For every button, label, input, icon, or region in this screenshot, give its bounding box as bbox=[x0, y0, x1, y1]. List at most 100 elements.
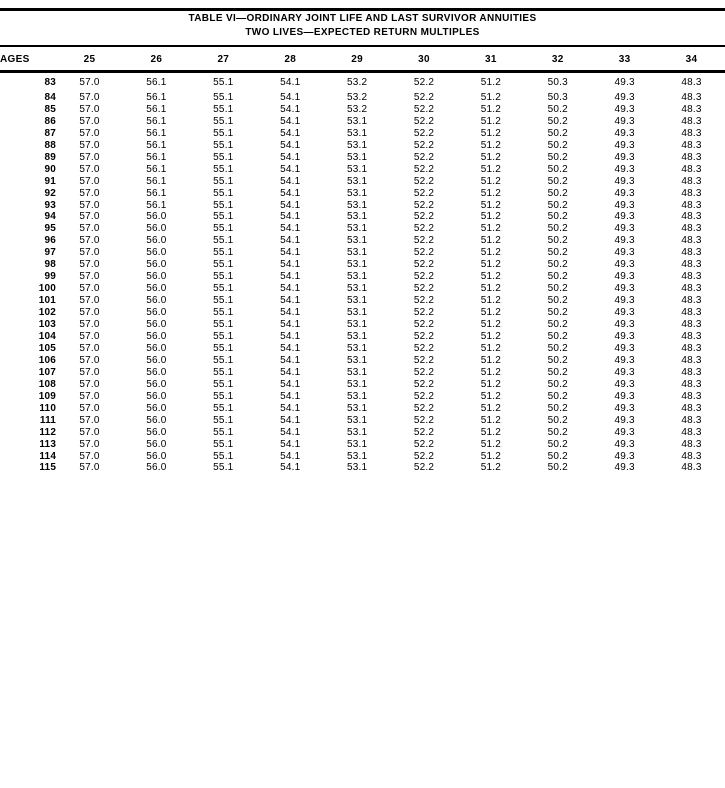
multiple-cell: 55.1 bbox=[213, 175, 234, 187]
multiple-cell: 51.2 bbox=[480, 283, 501, 295]
multiple-cell: 52.2 bbox=[413, 450, 435, 462]
multiple-cell: 57.0 bbox=[79, 127, 100, 139]
multiple-cell: 49.3 bbox=[614, 223, 635, 235]
multiple-cell: 48.3 bbox=[681, 115, 702, 127]
multiple-cell: 55.1 bbox=[213, 271, 234, 283]
multiple-cell: 51.2 bbox=[480, 354, 501, 366]
row-header-age: 84 bbox=[44, 91, 57, 103]
row-header-age: 94 bbox=[44, 211, 57, 223]
multiple-cell: 49.3 bbox=[614, 354, 635, 366]
multiple-cell: 54.1 bbox=[280, 450, 301, 462]
multiple-cell: 48.3 bbox=[681, 211, 702, 223]
multiple-cell: 56.1 bbox=[146, 103, 167, 115]
multiple-cell: 49.3 bbox=[614, 438, 635, 450]
multiple-cell: 48.3 bbox=[681, 366, 702, 378]
multiple-cell: 55.1 bbox=[213, 283, 234, 295]
table-row: 115 57.0 56.0 55.1 54.1 53.1 52.2 51.2 50.2 49.3 4… bbox=[0, 462, 725, 474]
multiple-cell: 49.3 bbox=[614, 127, 635, 139]
table-row: 90 57.0 56.1 55.1 54.1 53.1 52.2 51.2 50.2 49.3 48… bbox=[0, 164, 725, 176]
column-header-34: 34 bbox=[685, 54, 698, 65]
multiple-cell: 55.1 bbox=[213, 77, 234, 89]
multiple-cell: 53.1 bbox=[346, 223, 368, 235]
multiple-cell: 48.3 bbox=[681, 91, 702, 103]
table-row: 94 57.0 56.0 55.1 54.1 53.1 52.2 51.2 50.2 49.3 48… bbox=[0, 211, 725, 223]
multiple-cell: 56.1 bbox=[146, 199, 167, 211]
row-header-age: 106 bbox=[38, 354, 57, 366]
multiple-cell: 51.2 bbox=[480, 77, 501, 89]
row-header-age: 112 bbox=[39, 426, 57, 438]
multiple-cell: 51.2 bbox=[480, 103, 501, 115]
multiple-cell: 54.1 bbox=[280, 462, 301, 474]
row-header-age: 114 bbox=[39, 450, 57, 462]
multiple-cell: 48.3 bbox=[681, 319, 702, 331]
multiple-cell: 54.1 bbox=[280, 151, 301, 163]
multiple-cell: 50.2 bbox=[547, 235, 568, 247]
multiple-cell: 48.3 bbox=[681, 307, 702, 319]
multiple-cell: 48.3 bbox=[681, 163, 702, 175]
multiple-cell: 53.1 bbox=[346, 307, 368, 319]
multiple-cell: 54.1 bbox=[280, 127, 301, 139]
multiple-cell: 56.0 bbox=[146, 319, 167, 331]
multiple-cell: 56.0 bbox=[146, 354, 167, 366]
multiple-cell: 49.3 bbox=[614, 271, 635, 283]
column-header-27: 27 bbox=[217, 54, 230, 65]
multiple-cell: 55.1 bbox=[213, 390, 234, 402]
multiple-cell: 48.3 bbox=[681, 139, 702, 151]
multiple-cell: 56.1 bbox=[146, 115, 167, 127]
multiple-cell: 55.1 bbox=[213, 223, 234, 235]
multiple-cell: 57.0 bbox=[79, 91, 100, 103]
multiple-cell: 54.1 bbox=[280, 187, 301, 199]
multiple-cell: 54.1 bbox=[280, 91, 301, 103]
multiple-cell: 57.0 bbox=[79, 307, 100, 319]
multiple-cell: 55.1 bbox=[213, 307, 234, 319]
multiple-cell: 55.1 bbox=[213, 139, 234, 151]
multiple-cell: 53.1 bbox=[346, 342, 368, 354]
multiple-cell: 52.2 bbox=[413, 259, 435, 271]
multiple-cell: 54.1 bbox=[280, 354, 301, 366]
multiple-cell: 57.0 bbox=[79, 163, 100, 175]
table-row: 104 57.0 56.0 55.1 54.1 53.1 52.2 51.2 50.2 49.3 4… bbox=[0, 331, 725, 343]
multiple-cell: 56.1 bbox=[146, 163, 167, 175]
multiple-cell: 53.1 bbox=[346, 211, 368, 223]
multiple-cell: 52.2 bbox=[413, 115, 435, 127]
multiple-cell: 48.3 bbox=[681, 199, 702, 211]
row-header-age: 100 bbox=[38, 283, 57, 295]
table-row: 101 57.0 56.0 55.1 54.1 53.1 52.2 51.2 50.2 49.3 4… bbox=[0, 295, 725, 307]
multiple-cell: 55.1 bbox=[213, 378, 234, 390]
table-row: 87 57.0 56.1 55.1 54.1 53.1 52.2 51.2 50.2 49.3 48… bbox=[0, 128, 725, 140]
row-header-age: 96 bbox=[44, 235, 57, 247]
multiple-cell: 56.1 bbox=[146, 91, 167, 103]
multiple-cell: 57.0 bbox=[79, 402, 100, 414]
table-row: 103 57.0 56.0 55.1 54.1 53.1 52.2 51.2 50.2 49.3 4… bbox=[0, 319, 725, 331]
multiple-cell: 51.2 bbox=[480, 390, 501, 402]
column-header-25: 25 bbox=[83, 54, 96, 65]
multiple-cell: 55.1 bbox=[213, 426, 234, 438]
multiple-cell: 52.2 bbox=[413, 127, 435, 139]
row-header-age: 105 bbox=[38, 342, 57, 354]
multiple-cell: 51.2 bbox=[480, 199, 501, 211]
multiple-cell: 50.2 bbox=[547, 450, 568, 462]
multiple-cell: 53.1 bbox=[346, 331, 368, 342]
multiple-cell: 53.1 bbox=[346, 163, 368, 175]
top-rule bbox=[0, 8, 725, 11]
multiple-cell: 53.1 bbox=[346, 151, 368, 163]
multiple-cell: 49.3 bbox=[614, 342, 635, 354]
multiple-cell: 55.1 bbox=[213, 91, 234, 103]
multiple-cell: 55.1 bbox=[213, 115, 234, 127]
multiple-cell: 56.1 bbox=[146, 151, 167, 163]
multiple-cell: 53.1 bbox=[346, 414, 368, 426]
multiple-cell: 52.2 bbox=[413, 438, 435, 450]
row-header-age: 98 bbox=[44, 259, 57, 271]
row-header-age: 83 bbox=[44, 77, 57, 89]
multiple-cell: 53.1 bbox=[346, 187, 368, 199]
multiple-cell: 49.3 bbox=[614, 77, 635, 89]
multiple-cell: 49.3 bbox=[614, 450, 635, 462]
multiple-cell: 55.1 bbox=[213, 235, 234, 247]
multiple-cell: 51.2 bbox=[480, 127, 501, 139]
table-row: 88 57.0 56.1 55.1 54.1 53.1 52.2 51.2 50.2 49.3 48… bbox=[0, 140, 725, 152]
multiple-cell: 57.0 bbox=[79, 366, 100, 378]
multiple-cell: 51.2 bbox=[480, 462, 501, 474]
multiple-cell: 53.1 bbox=[346, 402, 368, 414]
multiple-cell: 55.1 bbox=[213, 127, 234, 139]
multiple-cell: 53.2 bbox=[346, 91, 368, 103]
